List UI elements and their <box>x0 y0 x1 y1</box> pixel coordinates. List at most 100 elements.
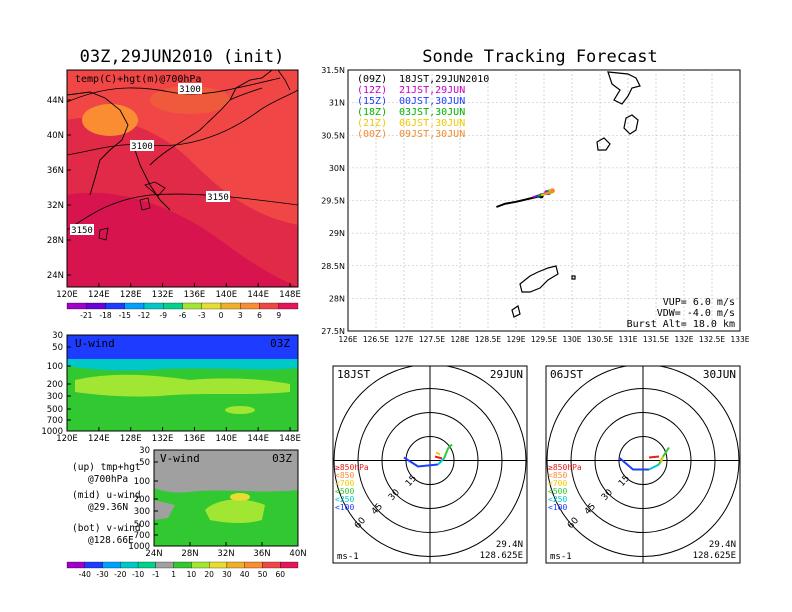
lon-tick-label: 130.5E <box>587 335 613 344</box>
lat-tick-label: 32N <box>47 201 64 211</box>
colorbar-swatch <box>86 302 106 310</box>
lon-tick-label: 129E <box>506 335 525 344</box>
lon-tick-label: 120E <box>56 290 78 300</box>
colorbar-tick-label: 0 <box>219 311 224 320</box>
lon-tick-label: 127.5E <box>419 335 445 344</box>
contour-labels: 3100 3100 3150 3150 <box>70 83 230 236</box>
map-variable-label: temp(C)+hgt(m)@700hPa <box>75 74 201 85</box>
lon-tick-label: 126E <box>338 335 357 344</box>
track-series <box>496 188 555 208</box>
colorbar-swatch <box>240 302 260 310</box>
temperature-map-panel <box>67 70 298 287</box>
pressure-tick-label: 30 <box>52 331 63 341</box>
colorbar-swatch <box>105 302 125 310</box>
colorbar-swatch <box>226 561 245 569</box>
hodograph-lon: 128.625E <box>693 551 736 561</box>
colorbar-tick-label: 40 <box>240 570 250 579</box>
colorbar-swatch <box>209 561 228 569</box>
pressure-legend-item: <250 <box>548 495 567 504</box>
lat-tick-label: 31.5N <box>321 66 345 75</box>
contour-label: 3100 <box>179 85 201 95</box>
colorbar-tick-label: -1 <box>152 570 160 579</box>
colorbar-swatch <box>220 302 241 310</box>
lat-tick-label: 40N <box>47 131 64 141</box>
v-wind-label: V-wind <box>160 452 200 465</box>
pressure-legend-item: <100 <box>335 503 354 512</box>
legend-code: (09Z) <box>357 74 387 85</box>
pressure-tick-label: 1000 <box>41 427 63 437</box>
lat-tick-label: 27.5N <box>321 327 345 336</box>
lat-tick-label: 31N <box>329 99 345 108</box>
lon-tick-label: 129.5E <box>531 335 557 344</box>
lon-tick-label: 128E <box>120 290 142 300</box>
hodograph-time: 18JST <box>337 368 370 381</box>
colorbar-swatch <box>244 561 263 569</box>
hodograph-unit: ms-1 <box>550 552 572 562</box>
lat-tick-label: 36N <box>253 549 270 559</box>
burst-altitude-label: Burst Alt= 18.0 km <box>627 319 735 330</box>
legend-code: (00Z) <box>357 129 387 140</box>
legend-time: 06JST,30JUN <box>399 118 465 129</box>
legend-time: 00JST,30JUN <box>399 96 465 107</box>
lat-tick-label: 32N <box>217 549 234 559</box>
colorbar-tick-label: -6 <box>179 311 187 320</box>
legend-time: 21JST,29JUN <box>399 85 465 96</box>
hodograph-trace <box>648 463 660 471</box>
colorbar-tick-label: 50 <box>258 570 268 579</box>
temperature-colorbar: -21 -18 -15 -12 -9 -6 -3 0 3 6 9 <box>66 302 299 320</box>
legend-time: 03JST,30JUN <box>399 107 465 118</box>
panel-notes: (up) tmp+hgt @700hPa (mid) u-wind @29.36… <box>72 462 141 546</box>
contour-label: 3100 <box>131 142 153 152</box>
colorbar-tick-label: 30 <box>222 570 232 579</box>
lon-tick-label: 128.5E <box>475 335 501 344</box>
hodograph-lat: 29.4N <box>496 540 523 550</box>
lon-tick-label: 144E <box>247 290 269 300</box>
pressure-tick-label: 700 <box>134 531 150 541</box>
colorbar-tick-label: 3 <box>238 311 243 320</box>
hodograph-date: 30JUN <box>703 368 736 381</box>
colorbar-tick-label: 20 <box>204 570 214 579</box>
pressure-tick-label: 1000 <box>128 542 150 552</box>
hodograph-rings <box>546 366 740 563</box>
v-wind-time: 03Z <box>272 452 292 465</box>
colorbar-tick-label: 60 <box>275 570 285 579</box>
colorbar-tick-label: -21 <box>80 311 92 320</box>
pressure-legend-item: <100 <box>548 503 567 512</box>
colorbar-tick-label: -9 <box>160 311 168 320</box>
lat-tick-label: 24N <box>145 549 162 559</box>
pressure-legend-item: <500 <box>548 487 567 496</box>
vdw-label: VDW= -4.0 m/s <box>657 308 735 319</box>
lon-tick-label: 136E <box>184 290 206 300</box>
hodograph-unit: ms-1 <box>337 552 359 562</box>
colorbar-swatch <box>143 302 164 310</box>
lon-tick-label: 124E <box>88 290 110 300</box>
lat-tick-label: 24N <box>47 271 64 281</box>
map-frame <box>66 69 299 288</box>
colorbar-swatch <box>163 302 183 310</box>
lon-tick-label: 148E <box>279 290 301 300</box>
track-panel: 31.5N31N30.5N30N29.5N29N28.5N28N27.5N126… <box>321 66 750 344</box>
colorbar-tick-label: 6 <box>257 311 262 320</box>
legend-code: (12Z) <box>357 85 387 96</box>
pressure-tick-label: 50 <box>52 343 63 353</box>
note-up-1: (up) tmp+hgt <box>72 462 141 473</box>
island-outlines <box>511 71 641 318</box>
lon-tick-label: 148E <box>279 434 301 444</box>
lon-tick-label: 140E <box>216 290 238 300</box>
hodograph-trace <box>660 456 664 463</box>
pressure-legend-item: <850 <box>548 471 567 480</box>
colorbar-swatch <box>259 302 279 310</box>
note-mid-1: (mid) u-wind <box>72 490 141 501</box>
lon-tick-label: 128E <box>450 335 469 344</box>
pressure-tick-label: 700 <box>47 416 63 426</box>
lon-tick-label: 132.5E <box>699 335 725 344</box>
u-wind-time: 03Z <box>270 337 290 350</box>
lon-tick-label: 132E <box>152 434 174 444</box>
colorbar-swatch <box>280 561 299 569</box>
colorbar-swatch <box>120 561 139 569</box>
colorbar-swatch <box>124 302 145 310</box>
hodograph-lat: 29.4N <box>709 540 736 550</box>
